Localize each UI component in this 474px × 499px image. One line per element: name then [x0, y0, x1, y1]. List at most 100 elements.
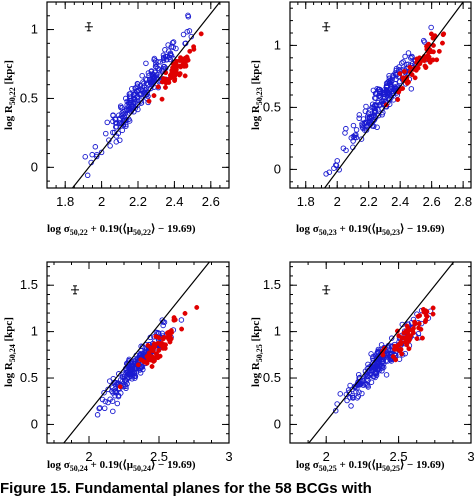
data-point-red [146, 98, 152, 104]
y-tick-label: 0.5 [263, 370, 281, 385]
data-point-red [194, 304, 200, 310]
data-point-blue [167, 51, 174, 58]
data-point-red [159, 79, 165, 85]
data-point-blue [361, 127, 368, 133]
data-point-blue [114, 400, 121, 407]
data-point-blue [107, 143, 113, 149]
data-point-blue [126, 358, 132, 364]
data-point-red [406, 346, 412, 352]
x-tick-label: 2 [323, 449, 330, 464]
data-point-red [163, 342, 168, 348]
data-point-red [407, 336, 413, 342]
fit-line [324, 2, 464, 188]
y-tick-label: 0 [31, 416, 38, 431]
data-point-blue [124, 107, 130, 114]
data-point-blue [374, 124, 380, 131]
y-tick-label: 0 [274, 161, 281, 176]
data-point-red [149, 364, 155, 369]
data-point-blue [173, 45, 179, 52]
data-point-blue [343, 125, 349, 132]
data-point-red [414, 336, 420, 342]
plot-frame [289, 261, 472, 444]
data-point-red [163, 84, 168, 90]
data-point-red [400, 75, 406, 81]
data-point-red [167, 339, 173, 345]
data-point-blue [384, 89, 391, 96]
x-tick-label: 2.5 [150, 449, 168, 464]
data-point-blue [155, 329, 161, 336]
data-point-red [156, 348, 162, 353]
data-point-blue [356, 115, 362, 122]
data-point-blue [143, 60, 149, 67]
plot-area [72, 2, 221, 188]
data-point-blue [374, 363, 381, 369]
y-tick-label: 0.5 [20, 90, 38, 105]
data-point-blue [332, 407, 339, 414]
data-point-red [183, 58, 189, 64]
data-point-red [423, 317, 429, 323]
data-point-blue [383, 372, 390, 378]
data-point-blue [347, 394, 353, 401]
data-point-blue [82, 154, 88, 160]
data-point-blue [368, 379, 375, 385]
data-point-blue [113, 116, 119, 123]
data-point-red [403, 335, 409, 340]
data-point-blue [388, 335, 395, 341]
data-point-blue [98, 149, 105, 156]
data-point-blue [112, 386, 119, 392]
x-axis-label: log σ50,23 + 0.19(⟨μ50,23⟩ − 19.69) [296, 223, 445, 237]
data-point-blue [129, 368, 135, 375]
x-tick-label: 2 [334, 194, 341, 209]
data-point-red [151, 93, 157, 99]
data-point-red [430, 311, 436, 317]
data-point-blue [428, 24, 434, 31]
data-point-blue [326, 169, 333, 175]
data-point-blue [185, 13, 192, 20]
data-point-blue [399, 60, 405, 66]
data-point-blue [101, 389, 107, 396]
data-point-blue [365, 384, 371, 390]
data-point-blue [143, 92, 149, 99]
y-tick-label: 1.5 [20, 277, 38, 292]
data-point-blue [374, 351, 380, 357]
panel-3: 2 2.5 3 0 0.5 1 1.5 log σ50,24 + 0.19(⟨μ50,24⟩ … [3, 261, 233, 473]
data-point-blue [156, 67, 163, 73]
data-point-red [419, 335, 425, 341]
x-tick-label: 3 [467, 449, 474, 464]
data-point-blue [355, 393, 362, 400]
data-point-red [135, 362, 141, 368]
data-point-blue [139, 72, 145, 79]
data-point-blue [117, 137, 123, 143]
data-point-blue [348, 403, 354, 409]
y-tick-label: 1.5 [263, 277, 281, 292]
data-point-red [401, 68, 407, 74]
data-point-red [182, 310, 188, 316]
data-point-blue [350, 138, 356, 144]
data-point-blue [368, 351, 374, 357]
data-point-red [164, 334, 170, 340]
y-tick-label: 0.5 [263, 99, 281, 114]
data-point-blue [152, 63, 159, 70]
data-point-red [158, 342, 164, 348]
data-point-red [398, 341, 404, 347]
data-point-blue [142, 86, 148, 93]
data-point-blue [109, 398, 116, 404]
data-point-blue [369, 364, 376, 371]
data-point-red [171, 317, 177, 323]
data-point-red [182, 73, 188, 79]
data-point-blue [354, 395, 360, 401]
y-tick-label: 1 [31, 324, 38, 339]
data-point-blue [120, 111, 127, 118]
data-point-red [406, 327, 412, 333]
fit-line [63, 262, 210, 443]
data-point-red [436, 48, 442, 54]
data-point-blue [106, 378, 113, 384]
plot-frame [289, 1, 472, 189]
data-point-red [154, 352, 160, 357]
data-point-blue [375, 365, 382, 372]
x-axis-label: log σ50,25 + 0.19(⟨μ50,25⟩ − 19.69) [296, 459, 445, 473]
data-point-blue [383, 80, 390, 87]
plot-frame [46, 261, 230, 444]
data-point-blue [358, 136, 365, 142]
data-point-red [428, 31, 434, 37]
